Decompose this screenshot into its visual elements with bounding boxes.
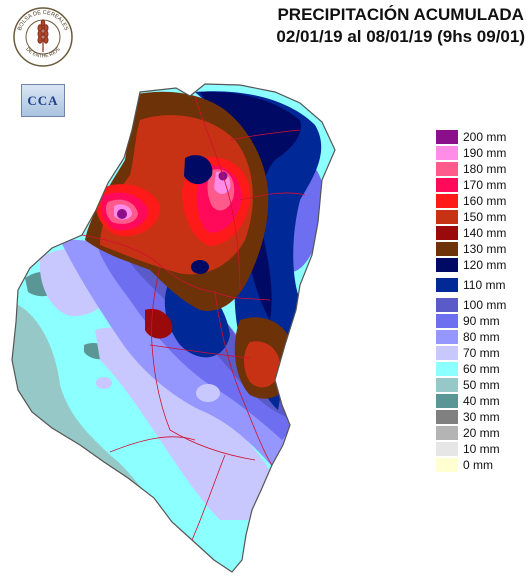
zone-120mm-center xyxy=(184,155,213,185)
legend-label: 30 mm xyxy=(463,410,500,424)
legend-swatch xyxy=(436,278,458,292)
legend: 200 mm 190 mm 180 mm 170 mm 160 mm 150 mm 140 … xyxy=(436,130,526,500)
legend-item: 100 mm xyxy=(436,298,526,313)
cca-logo: CCA xyxy=(21,84,65,117)
legend-item: 160 mm xyxy=(436,194,526,209)
legend-swatch xyxy=(436,258,458,272)
legend-label: 150 mm xyxy=(463,210,507,224)
legend-swatch xyxy=(436,346,458,360)
legend-swatch xyxy=(436,314,458,328)
legend-label: 120 mm xyxy=(463,258,507,272)
legend-swatch xyxy=(436,210,458,224)
legend-label: 40 mm xyxy=(463,394,500,408)
legend-swatch xyxy=(436,410,458,424)
wheat-icon xyxy=(37,19,49,52)
department-boundaries xyxy=(81,95,306,541)
legend-item: 90 mm xyxy=(436,314,526,329)
legend-label: 10 mm xyxy=(463,442,500,456)
legend-label: 70 mm xyxy=(463,346,500,360)
legend-label: 0 mm xyxy=(463,458,493,472)
legend-item: 130 mm xyxy=(436,242,526,257)
legend-item: 150 mm xyxy=(436,210,526,225)
legend-label: 190 mm xyxy=(463,146,507,160)
legend-label: 180 mm xyxy=(463,162,507,176)
legend-label: 160 mm xyxy=(463,194,507,208)
legend-label: 200 mm xyxy=(463,130,507,144)
legend-item: 180 mm xyxy=(436,162,526,177)
legend-swatch xyxy=(436,194,458,208)
legend-label: 50 mm xyxy=(463,378,500,392)
zone-70mm-east-spot xyxy=(196,384,220,402)
legend-label: 100 mm xyxy=(463,298,507,312)
legend-swatch xyxy=(436,178,458,192)
legend-item: 40 mm xyxy=(436,394,526,409)
legend-item: 20 mm xyxy=(436,426,526,441)
legend-label: 110 mm xyxy=(463,278,506,292)
zone-150mm-east-b xyxy=(244,341,281,388)
legend-swatch xyxy=(436,442,458,456)
legend-item: 50 mm xyxy=(436,378,526,393)
legend-swatch xyxy=(436,362,458,376)
legend-item: 190 mm xyxy=(436,146,526,161)
legend-swatch xyxy=(436,378,458,392)
legend-label: 20 mm xyxy=(463,426,500,440)
title-line-1: PRECIPITACIÓN ACUMULADA xyxy=(277,5,524,24)
legend-label: 140 mm xyxy=(463,226,507,240)
legend-swatch xyxy=(436,162,458,176)
zone-120mm-center-b xyxy=(191,260,209,274)
map-title: PRECIPITACIÓN ACUMULADA 02/01/19 al 08/0… xyxy=(276,4,525,48)
legend-label: 80 mm xyxy=(463,330,500,344)
legend-swatch xyxy=(436,226,458,240)
legend-label: 170 mm xyxy=(463,178,507,192)
legend-swatch xyxy=(436,242,458,256)
bolsa-cereales-logo: BOLSA DE CEREALES DE ENTRE RIOS xyxy=(13,7,73,67)
legend-label: 130 mm xyxy=(463,242,507,256)
legend-item: 200 mm xyxy=(436,130,526,145)
legend-swatch xyxy=(436,394,458,408)
cca-logo-text: CCA xyxy=(27,92,59,108)
legend-item: 120 mm xyxy=(436,258,526,273)
legend-item: 170 mm xyxy=(436,178,526,193)
zone-70mm-south xyxy=(95,327,270,520)
legend-item: 110 mm xyxy=(436,278,526,293)
legend-swatch xyxy=(436,298,458,312)
title-line-2: 02/01/19 al 08/01/19 (9hs 09/01) xyxy=(276,27,525,46)
legend-item: 70 mm xyxy=(436,346,526,361)
zone-70mm-center-spot xyxy=(96,377,112,389)
legend-swatch xyxy=(436,330,458,344)
legend-swatch xyxy=(436,146,458,160)
legend-item: 30 mm xyxy=(436,410,526,425)
legend-item: 140 mm xyxy=(436,226,526,241)
legend-swatch xyxy=(436,130,458,144)
legend-label: 60 mm xyxy=(463,362,500,376)
legend-swatch xyxy=(436,426,458,440)
legend-item: 10 mm xyxy=(436,442,526,457)
zone-200mm-west xyxy=(117,209,127,219)
legend-label: 90 mm xyxy=(463,314,500,328)
legend-item: 0 mm xyxy=(436,458,526,473)
legend-item: 60 mm xyxy=(436,362,526,377)
legend-item: 80 mm xyxy=(436,330,526,345)
province-outline xyxy=(11,83,336,573)
legend-swatch xyxy=(436,458,458,472)
